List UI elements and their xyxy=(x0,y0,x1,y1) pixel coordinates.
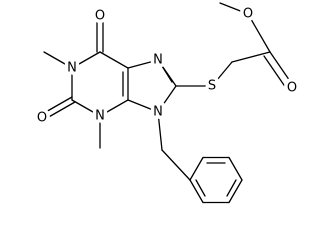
atom-label: O xyxy=(37,111,47,126)
atom-label: O xyxy=(95,9,105,24)
atom-labels: O N O N N N S O O xyxy=(33,3,300,129)
atom-label: N xyxy=(153,105,163,120)
atom-label: N xyxy=(153,53,163,68)
bonds xyxy=(43,2,293,204)
atom-label: N xyxy=(95,109,105,124)
atom-label: O xyxy=(243,7,253,22)
molecule-diagram: O N O N N N S O O xyxy=(33,2,300,204)
atom-label: O xyxy=(287,81,297,96)
atom-label: S xyxy=(208,79,216,94)
atom-label: N xyxy=(67,61,77,76)
